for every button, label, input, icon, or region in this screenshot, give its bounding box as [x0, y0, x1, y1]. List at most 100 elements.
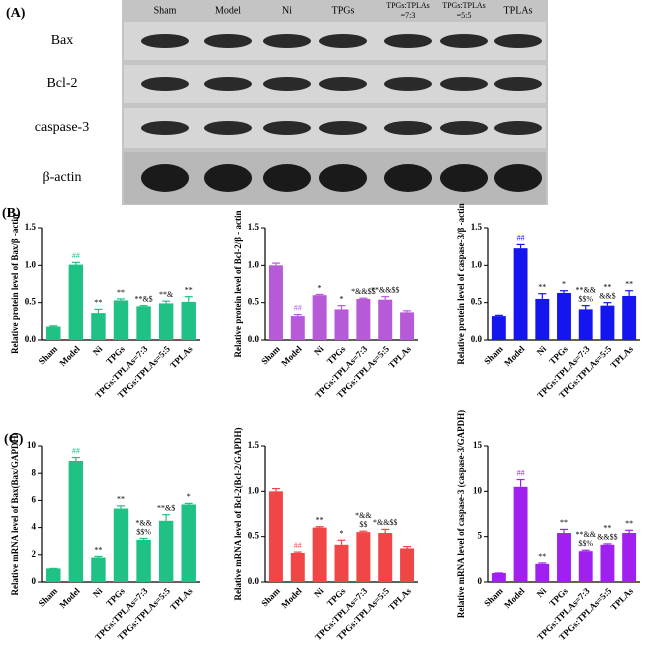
bar [46, 568, 61, 582]
y-tick-label: 0 [32, 576, 37, 586]
y-tick-label: 0.0 [471, 334, 483, 344]
band [204, 77, 252, 91]
lane-label: TPGs:TPLAs [386, 1, 430, 10]
bar [181, 504, 196, 582]
band [319, 77, 367, 91]
error-bar [49, 325, 58, 327]
lane-label: Model [215, 5, 241, 16]
bar [535, 563, 550, 582]
band [263, 121, 311, 135]
significance-label: ## [294, 541, 302, 550]
y-tick-label: 4 [32, 522, 37, 532]
bar [400, 312, 415, 340]
y-axis-label: Relative mRNA level of caspase-3 (caspas… [456, 410, 466, 618]
error-bar [293, 551, 302, 553]
bar [68, 264, 84, 340]
bar [622, 533, 637, 582]
band [141, 34, 189, 48]
y-tick-label: 0.0 [248, 334, 260, 344]
significance-label: **&&$$ [371, 286, 399, 295]
band [384, 164, 432, 192]
bar [334, 309, 349, 340]
error-bar [337, 539, 346, 545]
band [319, 34, 367, 48]
bar [400, 548, 415, 582]
bar [491, 316, 506, 340]
y-tick-label: 1.5 [471, 222, 483, 232]
bar [91, 313, 106, 340]
error-bar [581, 305, 590, 310]
bar [290, 552, 305, 582]
error-bar [71, 261, 80, 265]
significance-label: * [340, 529, 344, 538]
y-tick-label: 0.5 [25, 297, 37, 307]
bar [513, 248, 528, 340]
significance-label: **& [159, 290, 174, 299]
significance-label: **&$ [134, 294, 152, 303]
y-tick-label: 8 [32, 467, 37, 477]
error-bar [271, 262, 280, 266]
significance-label: ** [538, 283, 546, 292]
bar [158, 303, 174, 340]
significance-label: ** [117, 495, 125, 504]
panel-label: (B) [2, 206, 21, 221]
band [494, 34, 542, 48]
error-bar [293, 314, 302, 317]
panel-label: (A) [6, 6, 26, 21]
error-bar [625, 529, 634, 534]
significance-label: ** [538, 552, 546, 561]
error-bar [494, 314, 503, 317]
bar [312, 527, 327, 582]
error-bar [381, 296, 390, 300]
error-bar [139, 305, 148, 307]
error-bar [315, 526, 324, 528]
y-tick-label: 0.0 [248, 576, 260, 586]
y-tick-label: 0.0 [25, 334, 37, 344]
protein-label: Bcl-2 [46, 76, 77, 91]
band [263, 164, 311, 192]
y-axis-label: Relative protein level of Bcl-2/β - acti… [233, 210, 243, 357]
x-tick-label: Model [279, 343, 304, 368]
significance-label: **&& [575, 285, 596, 294]
bar [378, 533, 393, 582]
bar [356, 532, 371, 582]
bar [181, 301, 196, 340]
y-tick-label: 1.0 [248, 259, 260, 269]
protein-label: β-actin [43, 170, 82, 185]
y-tick-label: 10 [27, 440, 37, 450]
y-axis-label: Relative mRNA level of Bax(Bax/GAPDH) [10, 433, 20, 596]
error-bar [516, 478, 525, 487]
significance-label: * [340, 294, 344, 303]
y-tick-label: 15 [473, 440, 483, 450]
band [440, 164, 488, 192]
significance-label: ** [316, 516, 324, 525]
y-tick-label: 10 [473, 485, 483, 495]
panel-label: (C) [4, 432, 24, 447]
significance-label: ## [517, 468, 525, 477]
x-tick-label: Sham [482, 585, 505, 608]
significance-label: ** [94, 545, 102, 554]
lane-label: TPGs:TPLAs [442, 1, 486, 10]
bar [268, 491, 283, 582]
protein-label: Bax [51, 33, 74, 48]
x-tick-label: Ni [535, 585, 549, 599]
significance-label: ** [603, 282, 611, 291]
x-tick-label: Ni [535, 343, 549, 357]
x-tick-label: TPLAs [168, 585, 195, 612]
error-bar [94, 308, 103, 314]
band [494, 77, 542, 91]
y-axis-label: Relative mRNA level of Bcl-2(Bcl-2/GAPDH… [233, 428, 243, 601]
band [141, 121, 189, 135]
lane-label: TPGs [332, 5, 355, 16]
bar [68, 460, 84, 582]
x-tick-label: TPLAs [608, 585, 635, 612]
lane-label: =5:5 [457, 11, 472, 20]
y-tick-label: 1.5 [248, 222, 260, 232]
x-tick-label: Model [57, 585, 82, 610]
error-bar [603, 543, 612, 545]
x-tick-label: Ni [91, 343, 105, 357]
error-bar [94, 555, 103, 558]
lane-label: TPLAs [504, 5, 533, 16]
error-bar [71, 456, 80, 461]
significance-label: ** [560, 518, 568, 527]
